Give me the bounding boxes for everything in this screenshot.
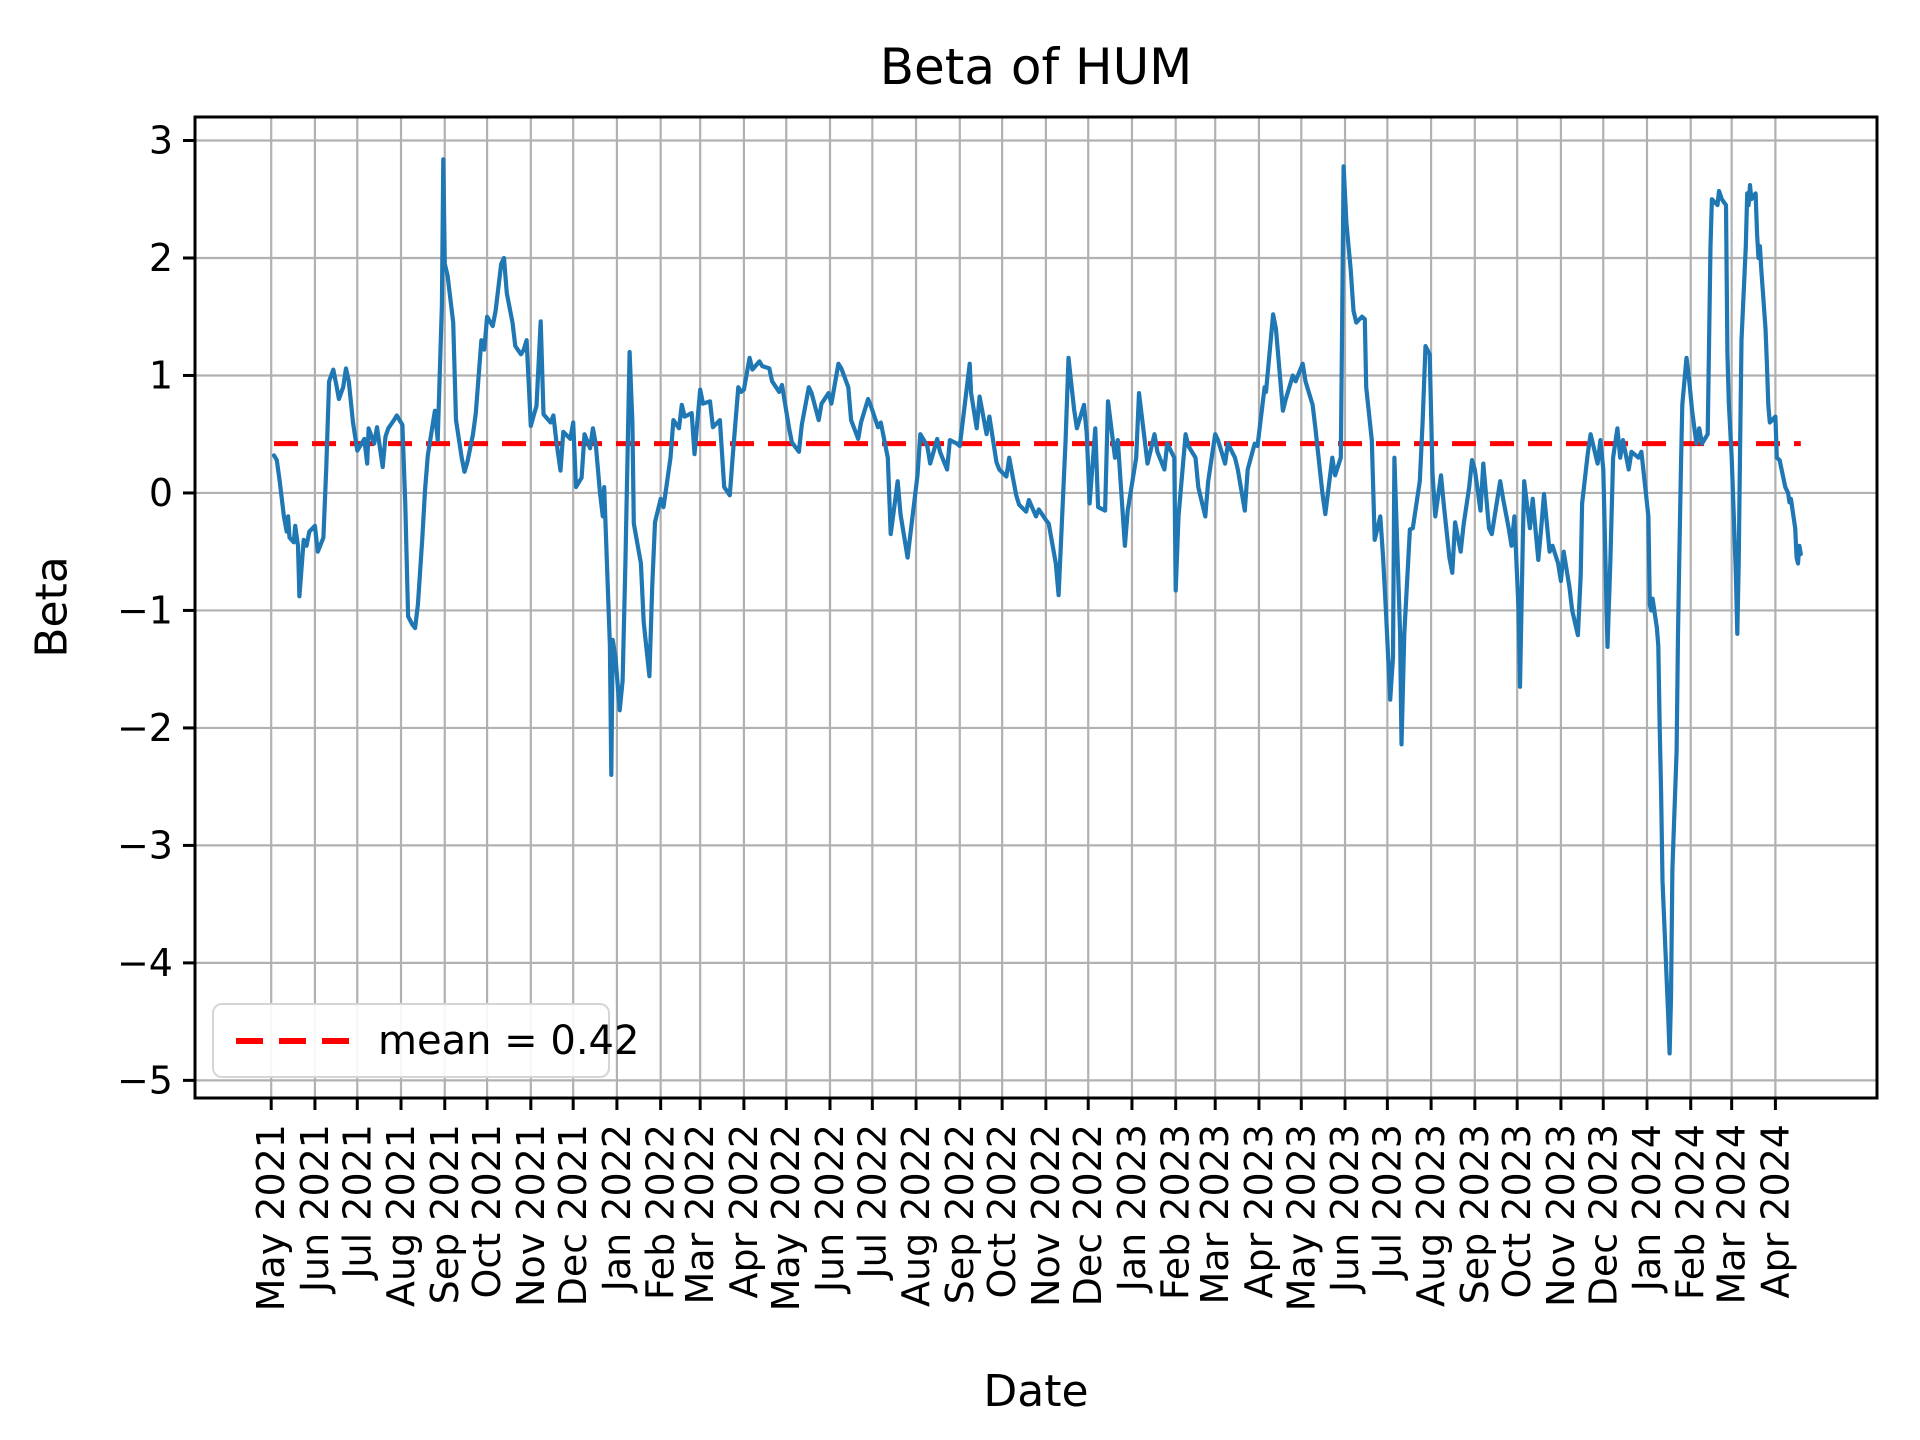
x-tick-label: Feb 2023 <box>1154 1124 1198 1300</box>
mean-dash-icon <box>236 1037 352 1044</box>
x-tick-label: Jun 2022 <box>808 1124 852 1294</box>
y-tick-label: 1 <box>149 353 173 397</box>
x-tick-label: Jun 2023 <box>1323 1124 1367 1294</box>
y-tick-label: −5 <box>117 1058 173 1102</box>
x-tick-label: Oct 2021 <box>465 1124 509 1299</box>
x-tick-label: Dec 2022 <box>1066 1124 1110 1306</box>
legend: mean = 0.42 <box>212 1003 639 1078</box>
x-tick-label: Mar 2023 <box>1193 1124 1237 1304</box>
y-tick-label: −2 <box>117 706 173 750</box>
x-tick-label: Oct 2023 <box>1495 1124 1539 1299</box>
x-tick-label: May 2023 <box>1279 1124 1323 1311</box>
x-tick-label: May 2022 <box>764 1124 808 1311</box>
x-tick-label: Oct 2022 <box>980 1124 1024 1299</box>
x-tick-label: Feb 2022 <box>639 1124 683 1300</box>
x-tick-label: Sep 2022 <box>938 1124 982 1304</box>
x-tick-label: Sep 2023 <box>1453 1124 1497 1304</box>
y-tick-label: −1 <box>117 588 173 632</box>
x-tick-label: Jul 2023 <box>1365 1124 1409 1281</box>
y-tick-label: 0 <box>149 471 173 515</box>
x-tick-label: Nov 2021 <box>509 1124 553 1307</box>
x-tick-label: May 2021 <box>249 1124 293 1311</box>
y-tick-label: −3 <box>117 823 173 867</box>
y-tick-label: 3 <box>149 118 173 162</box>
x-tick-label: Apr 2024 <box>1753 1124 1797 1299</box>
x-tick-label: Dec 2023 <box>1581 1124 1625 1306</box>
x-axis-label: Date <box>983 1366 1089 1417</box>
x-tick-label: Jun 2021 <box>293 1124 337 1294</box>
x-tick-label: Dec 2021 <box>551 1124 595 1306</box>
x-tick-label: Jan 2024 <box>1625 1124 1669 1293</box>
x-tick-label: Feb 2024 <box>1669 1124 1713 1300</box>
y-tick-label: 2 <box>149 236 173 280</box>
y-tick-label: −4 <box>117 941 173 985</box>
x-tick-label: Aug 2023 <box>1409 1124 1453 1307</box>
x-tick-label: Jul 2022 <box>850 1124 894 1281</box>
x-tick-label: Nov 2022 <box>1024 1124 1068 1307</box>
x-tick-label: Jul 2021 <box>335 1124 379 1281</box>
x-tick-label: Jan 2022 <box>595 1124 639 1293</box>
x-tick-label: Nov 2023 <box>1539 1124 1583 1307</box>
x-tick-label: Mar 2022 <box>678 1124 722 1304</box>
x-tick-label: Aug 2021 <box>379 1124 423 1307</box>
x-tick-label: Sep 2021 <box>423 1124 467 1304</box>
x-tick-label: Mar 2024 <box>1710 1124 1754 1304</box>
x-tick-label: Aug 2022 <box>894 1124 938 1307</box>
x-tick-label: Apr 2022 <box>722 1124 766 1299</box>
legend-label: mean = 0.42 <box>378 1017 640 1064</box>
x-tick-label: Apr 2023 <box>1237 1124 1281 1299</box>
chart-title: Beta of HUM <box>879 38 1193 96</box>
x-tick-label: Jan 2023 <box>1110 1124 1154 1293</box>
